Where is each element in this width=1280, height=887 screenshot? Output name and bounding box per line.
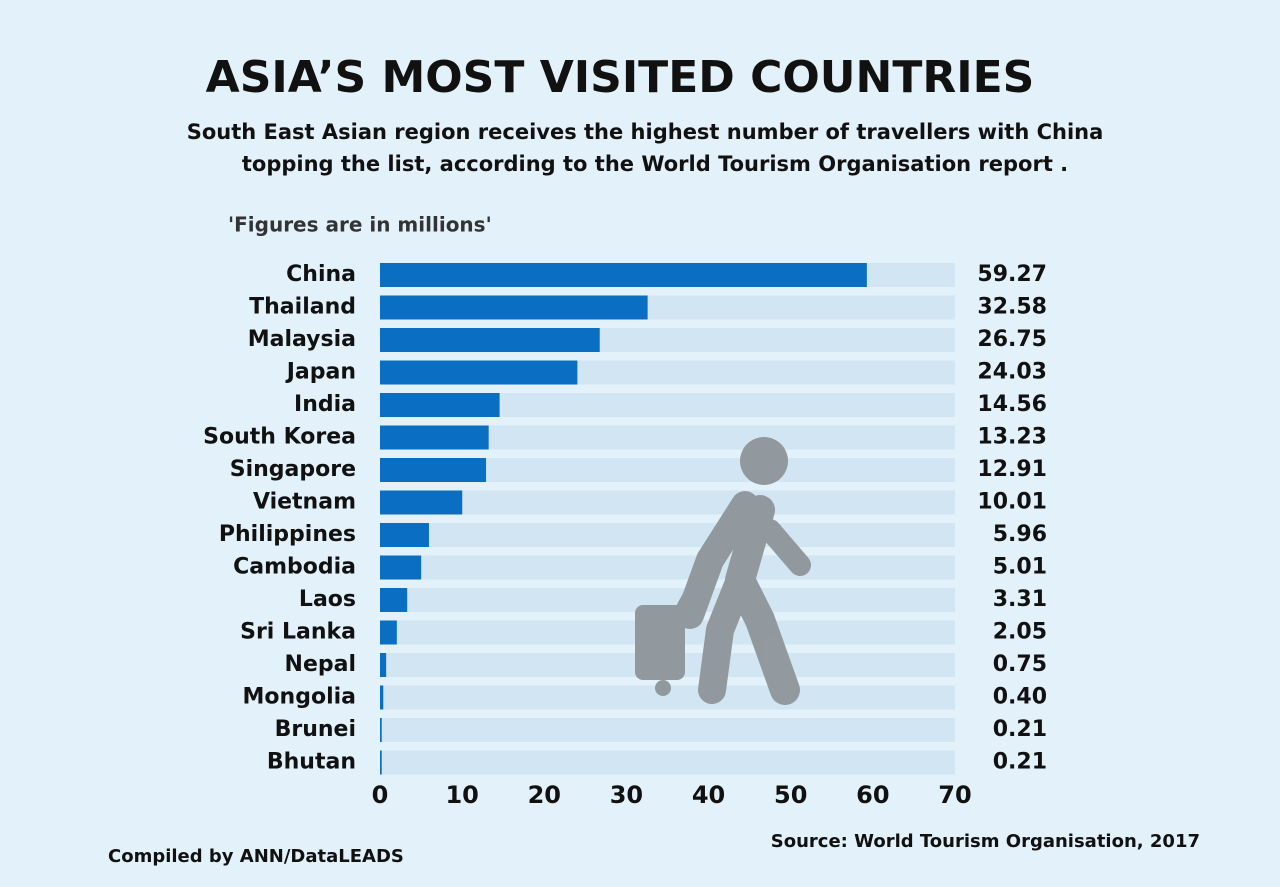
- subtitle: South East Asian region receives the hig…: [187, 120, 1104, 144]
- x-tick-label: 10: [445, 781, 478, 809]
- bar: [380, 425, 489, 450]
- category-label: Vietnam: [253, 490, 356, 515]
- subtitle: topping the list, according to the World…: [242, 152, 1068, 176]
- bar: [380, 328, 600, 352]
- value-label: 32.58: [977, 295, 1047, 320]
- value-label: 0.21: [993, 750, 1047, 775]
- bar: [380, 653, 387, 677]
- value-label: 5.96: [993, 522, 1047, 547]
- bar: [380, 555, 422, 580]
- category-label: Brunei: [275, 717, 356, 742]
- bar-track: [380, 718, 955, 742]
- category-label: Mongolia: [243, 685, 356, 710]
- bar: [380, 360, 578, 385]
- x-tick-label: 40: [692, 781, 725, 809]
- bar-track: [380, 523, 955, 547]
- value-label: 59.27: [977, 262, 1047, 287]
- bar: [380, 458, 487, 482]
- unit-note: 'Figures are in millions': [228, 213, 492, 237]
- category-label: Sri Lanka: [240, 620, 356, 645]
- x-tick-label: 70: [938, 781, 971, 809]
- bar: [380, 490, 463, 515]
- value-label: 0.75: [993, 652, 1047, 677]
- category-label: Philippines: [219, 522, 356, 547]
- source: Source: World Tourism Organisation, 2017: [771, 831, 1200, 852]
- category-label: South Korea: [203, 425, 356, 450]
- category-label: Nepal: [285, 652, 356, 677]
- category-label: Japan: [285, 360, 356, 385]
- value-label: 14.56: [977, 392, 1047, 417]
- x-tick-label: 20: [528, 781, 561, 809]
- category-label: China: [286, 262, 356, 287]
- x-tick-label: 60: [856, 781, 889, 809]
- value-label: 12.91: [977, 457, 1047, 482]
- traveler-icon: [635, 437, 811, 705]
- value-label: 5.01: [993, 555, 1047, 580]
- bar-track: [380, 750, 955, 775]
- category-label: Thailand: [249, 295, 356, 320]
- category-label: Singapore: [230, 457, 356, 482]
- category-label: Bhutan: [267, 750, 356, 775]
- category-label: India: [294, 392, 356, 417]
- bar: [380, 620, 397, 645]
- value-label: 24.03: [977, 360, 1047, 385]
- bar: [380, 718, 382, 742]
- x-tick-label: 0: [372, 781, 389, 809]
- value-label: 13.23: [977, 425, 1047, 450]
- x-tick-label: 30: [610, 781, 643, 809]
- bar-track: [380, 490, 955, 515]
- bar: [380, 295, 648, 320]
- value-label: 0.40: [993, 685, 1047, 710]
- bar: [380, 263, 867, 287]
- bar: [380, 685, 384, 710]
- value-label: 10.01: [977, 490, 1047, 515]
- bar: [380, 393, 500, 417]
- x-tick-label: 50: [774, 781, 807, 809]
- credit: Compiled by ANN/DataLEADS: [108, 846, 404, 867]
- bar-track: [380, 555, 955, 580]
- category-label: Malaysia: [248, 327, 356, 352]
- bar: [380, 588, 408, 612]
- category-label: Laos: [299, 587, 356, 612]
- value-label: 2.05: [993, 620, 1047, 645]
- chart-title: ASIA’S MOST VISITED COUNTRIES: [206, 52, 1035, 103]
- value-label: 3.31: [993, 587, 1047, 612]
- value-label: 0.21: [993, 717, 1047, 742]
- plot-area: China 59.27 Thailand 32.58 Malaysia 26.75 Japa…: [203, 262, 1047, 809]
- bar: [380, 750, 382, 775]
- category-label: Cambodia: [233, 555, 356, 580]
- value-label: 26.75: [977, 327, 1047, 352]
- bar: [380, 523, 429, 547]
